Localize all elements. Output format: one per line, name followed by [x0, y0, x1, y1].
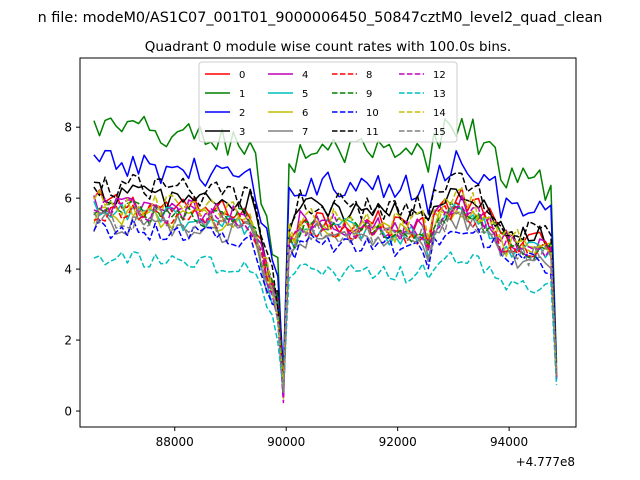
figure-suptitle: n file: modeM0/AS1C07_001T01_9000006450_… [38, 10, 603, 26]
legend-label: 5 [302, 89, 308, 100]
series-line-10 [93, 218, 558, 396]
series-line-1 [93, 115, 558, 395]
x-tick-label: 90000 [267, 435, 305, 449]
legend-label: 11 [366, 127, 379, 138]
legend-label: 15 [433, 127, 446, 138]
x-axis: 88000 90000 92000 94000 [156, 427, 528, 449]
legend-box [198, 61, 458, 143]
x-tick-label: 92000 [379, 435, 417, 449]
legend-label: 10 [366, 108, 379, 119]
x-axis-offset-label: +4.777e8 [516, 455, 575, 469]
legend-label: 8 [366, 70, 372, 81]
y-tick-label: 0 [64, 405, 72, 419]
x-tick-label: 88000 [156, 435, 194, 449]
plot-title: Quadrant 0 module wise count rates with … [145, 39, 511, 55]
series-line-15 [93, 205, 558, 394]
y-tick-label: 6 [64, 192, 72, 206]
legend-label: 2 [239, 108, 245, 119]
legend-label: 6 [302, 108, 308, 119]
legend-label: 14 [433, 108, 446, 119]
x-tick-label: 94000 [490, 435, 528, 449]
series-line-12 [93, 197, 558, 404]
y-tick-label: 2 [64, 334, 72, 348]
series-line-14 [93, 187, 558, 388]
series-line-13 [93, 250, 558, 391]
legend-label: 12 [433, 70, 446, 81]
y-tick-label: 4 [64, 263, 72, 277]
y-axis: 0 2 4 6 8 [64, 121, 80, 419]
series-line-2 [93, 149, 558, 373]
legend-label: 7 [302, 127, 308, 138]
legend-label: 4 [302, 70, 308, 81]
series-lines [93, 115, 558, 404]
legend-label: 13 [433, 89, 446, 100]
legend-label: 9 [366, 89, 372, 100]
legend-label: 1 [239, 89, 245, 100]
legend-label: 0 [239, 70, 245, 81]
legend-label: 3 [239, 127, 245, 138]
y-tick-label: 8 [64, 121, 72, 135]
series-line-11 [93, 172, 558, 397]
plot-frame [79, 57, 577, 428]
